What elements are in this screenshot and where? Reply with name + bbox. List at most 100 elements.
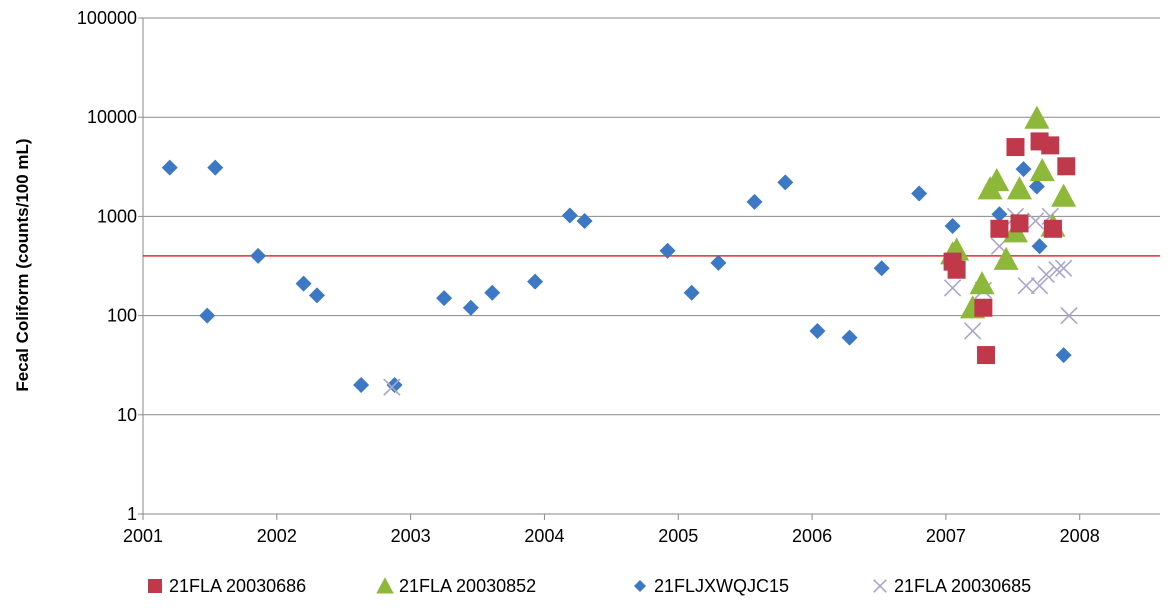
data-point xyxy=(1037,265,1055,284)
data-point xyxy=(1043,219,1062,238)
x-mark-stroke xyxy=(1037,265,1055,284)
x-mark-stroke xyxy=(943,279,962,297)
y-tick-label: 100000 xyxy=(77,8,137,28)
x-mark-stroke xyxy=(1060,306,1078,325)
x-tick-label: 2006 xyxy=(792,526,832,546)
data-point xyxy=(746,193,763,210)
data-point xyxy=(1060,306,1078,325)
data-point xyxy=(308,287,325,304)
data-point xyxy=(484,284,501,301)
data-point xyxy=(1030,277,1049,295)
x-tick-label: 2002 xyxy=(257,526,297,546)
data-point xyxy=(659,242,676,259)
data-point xyxy=(974,298,993,317)
data-point xyxy=(199,307,216,324)
y-axis-label: Fecal Coliform (counts/100 mL) xyxy=(13,138,32,391)
data-point xyxy=(984,168,1010,192)
data-point xyxy=(809,322,826,339)
data-point xyxy=(1048,261,1066,279)
data-point xyxy=(1054,259,1073,277)
data-point xyxy=(963,322,982,340)
data-point xyxy=(1026,212,1045,230)
data-point xyxy=(977,346,996,365)
x-mark-stroke xyxy=(383,378,401,396)
data-point xyxy=(911,185,928,202)
data-point xyxy=(873,260,890,277)
y-tick-label: 10000 xyxy=(87,107,137,127)
data-point xyxy=(777,174,794,191)
y-tick-label: 1000 xyxy=(97,206,137,226)
data-point xyxy=(944,218,961,235)
axes xyxy=(138,17,1160,520)
data-point xyxy=(947,260,966,279)
data-point xyxy=(576,212,593,229)
legend-marker xyxy=(873,579,887,593)
x-tick-label: 2008 xyxy=(1060,526,1100,546)
data-point xyxy=(561,207,578,224)
data-point xyxy=(1015,161,1032,178)
data-point xyxy=(1031,238,1048,255)
data-point xyxy=(1010,214,1029,233)
series-square xyxy=(943,132,1076,365)
data-point xyxy=(462,299,479,316)
data-point xyxy=(250,247,267,264)
tick-labels: 1 10 100 1000 10000 100000 2001 2002 2003 2004 200… xyxy=(77,8,1100,546)
legend: 21FLA 20030686 21FLA 20030852 21FLJXWQJC15… xyxy=(148,576,1031,596)
legend-label: 21FLA 20030852 xyxy=(399,576,536,596)
data-point xyxy=(990,219,1009,238)
data-point xyxy=(295,275,312,292)
y-tick-label: 1 xyxy=(127,504,137,524)
data-point xyxy=(1017,277,1035,295)
legend-marker xyxy=(148,579,162,593)
data-point xyxy=(1055,347,1072,364)
x-tick-label: 2001 xyxy=(123,526,163,546)
data-point xyxy=(207,159,224,176)
data-point xyxy=(383,378,401,396)
legend-label: 21FLA 20030685 xyxy=(894,576,1031,596)
x-mark-stroke xyxy=(963,322,982,340)
data-point xyxy=(353,376,370,393)
legend-item: 21FLA 20030852 xyxy=(376,576,536,596)
data-point xyxy=(1006,138,1025,157)
data-point xyxy=(993,246,1019,270)
data-point xyxy=(161,159,178,176)
data-point xyxy=(991,206,1008,223)
data-point xyxy=(1024,105,1050,129)
x-mark-stroke xyxy=(1054,259,1073,277)
data-point xyxy=(436,290,453,307)
legend-marker xyxy=(376,577,394,594)
data-point xyxy=(1057,157,1076,176)
data-point xyxy=(710,254,727,271)
legend-label: 21FLJXWQJC15 xyxy=(654,576,789,596)
x-mark-stroke xyxy=(1030,277,1049,295)
x-mark-stroke xyxy=(1026,212,1045,230)
data-point xyxy=(1029,158,1055,182)
data-point xyxy=(943,279,962,297)
x-mark-stroke xyxy=(1017,277,1035,295)
data-points xyxy=(161,105,1078,396)
data-point xyxy=(1028,178,1045,195)
y-tick-label: 10 xyxy=(117,405,137,425)
x-tick-label: 2007 xyxy=(926,526,966,546)
legend-item: 21FLA 20030685 xyxy=(873,576,1031,596)
x-tick-label: 2004 xyxy=(524,526,564,546)
data-point xyxy=(1051,183,1077,207)
data-point xyxy=(841,329,858,346)
legend-marker xyxy=(634,580,646,592)
y-tick-label: 100 xyxy=(107,306,137,326)
series-diamond xyxy=(161,159,1072,393)
legend-item: 21FLJXWQJC15 xyxy=(634,576,789,596)
data-point xyxy=(1041,136,1060,155)
legend-label: 21FLA 20030686 xyxy=(169,576,306,596)
legend-item: 21FLA 20030686 xyxy=(148,576,306,596)
data-point xyxy=(683,284,700,301)
data-point xyxy=(527,273,544,290)
data-point xyxy=(969,271,995,295)
gridlines xyxy=(143,17,1160,416)
x-tick-label: 2005 xyxy=(658,526,698,546)
x-mark-stroke xyxy=(873,579,887,593)
x-mark-stroke xyxy=(1048,261,1066,279)
data-point xyxy=(1006,176,1032,200)
